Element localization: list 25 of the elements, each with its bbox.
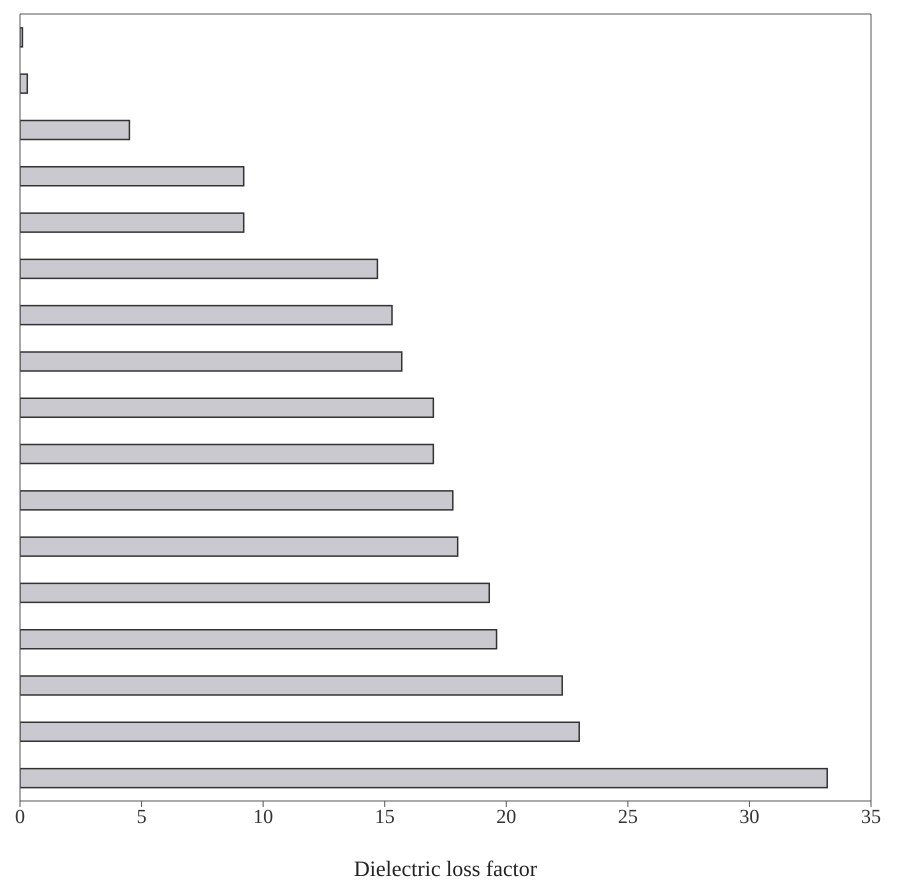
bar <box>20 304 393 326</box>
bar <box>20 166 244 187</box>
x-tick-label: 10 <box>253 806 274 828</box>
x-tick-label: 15 <box>374 806 395 828</box>
bar <box>20 351 402 372</box>
bar <box>20 582 490 604</box>
bar <box>20 675 563 696</box>
x-tick-label: 0 <box>15 806 25 828</box>
x-tick-label: 30 <box>739 806 760 828</box>
bar <box>20 768 828 788</box>
x-axis-title: Dielectric loss factor <box>354 856 538 881</box>
bar <box>20 212 244 233</box>
x-tick-label: 5 <box>136 806 147 828</box>
bar <box>20 397 434 418</box>
x-tick-label: 35 <box>861 806 881 828</box>
bar <box>20 628 498 650</box>
bar <box>20 120 130 140</box>
bar <box>20 722 580 742</box>
x-tick-label: 20 <box>496 806 516 828</box>
bar <box>20 258 378 280</box>
bar <box>20 536 458 557</box>
bar <box>20 444 434 464</box>
bar <box>20 73 28 94</box>
bar <box>20 490 454 511</box>
x-tick-label: 25 <box>618 806 638 828</box>
